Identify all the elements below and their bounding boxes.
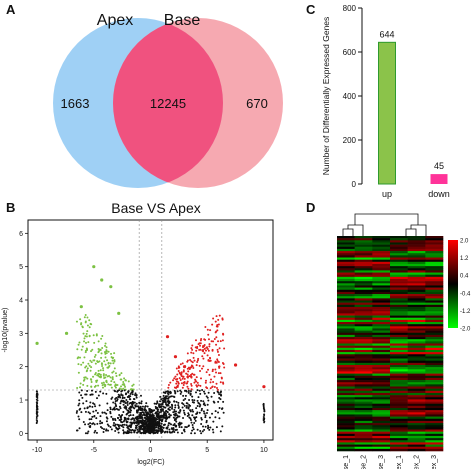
heatmap-color-legend xyxy=(448,240,458,328)
heatmap-column-label: Apex_2 xyxy=(414,455,421,469)
volcano-point xyxy=(117,311,121,315)
heatmap-column-label: Base_1 xyxy=(343,455,350,469)
volcano-title: Base VS Apex xyxy=(111,200,201,216)
volcano-y-tick-label: 6 xyxy=(19,231,23,238)
volcano-background-points xyxy=(35,313,266,435)
volcano-point xyxy=(92,265,96,269)
venn-apex-label: Apex xyxy=(97,12,133,29)
heatmap-column-label: Apex_3 xyxy=(431,455,438,469)
bar-marks: 644 up 45 down xyxy=(378,29,450,199)
venn-intersection xyxy=(113,18,223,188)
bar-category-label: down xyxy=(428,189,450,199)
volcano-xlabel: log2(FC) xyxy=(137,459,164,466)
volcano-x-tick-label: -5 xyxy=(91,447,97,454)
heatmap-column-label: Base_2 xyxy=(361,455,368,469)
bar-y-tick-label: 600 xyxy=(343,48,357,57)
heatmap-dendrogram xyxy=(342,213,427,236)
bar-y-tick-label: 0 xyxy=(352,180,357,189)
volcano-y-tick-label: 0 xyxy=(19,431,23,438)
volcano-x-tick-label: 5 xyxy=(205,447,209,454)
heatmap-cells xyxy=(337,236,444,452)
volcano-y-tick-label: 2 xyxy=(19,364,23,371)
heatmap-legend-tick-label: 2.0 xyxy=(460,239,469,245)
venn-apex-only-count: 1663 xyxy=(61,96,90,111)
volcano-x-tick-label: -10 xyxy=(32,447,42,454)
volcano-point xyxy=(262,385,266,389)
volcano-x-ticks: -10 -5 0 5 10 xyxy=(32,440,268,454)
venn-panel: Apex Base 1663 12245 670 xyxy=(20,0,300,200)
panel-label-c: C xyxy=(306,2,316,17)
panel-label-d: D xyxy=(306,200,316,215)
volcano-point xyxy=(100,278,104,282)
bar-y-tick-label: 400 xyxy=(343,92,357,101)
volcano-highlight-points xyxy=(35,265,266,389)
volcano-point xyxy=(109,285,113,289)
volcano-y-ticks: 0 1 2 3 4 5 6 xyxy=(19,231,28,438)
volcano-point xyxy=(35,341,39,345)
heatmap-panel: Base_1 Base_2 Base_3 Apex_1 Apex_2 Apex_3 2.0… xyxy=(305,200,474,474)
bar-ylabel: Number of Differentially Expressed Genes xyxy=(321,17,331,176)
venn-base-only-count: 670 xyxy=(246,96,268,111)
volcano-point xyxy=(173,355,178,359)
panel-label-b: B xyxy=(6,200,16,215)
volcano-x-tick-label: 10 xyxy=(260,447,268,454)
volcano-point xyxy=(79,305,83,309)
heatmap-legend-ticks: 2.0 1.2 0.4 -0.4 -1.2 -2.0 xyxy=(460,239,471,333)
volcano-x-tick-label: 0 xyxy=(149,447,153,454)
bar-up xyxy=(378,41,396,185)
volcano-thresholds xyxy=(28,220,273,440)
venn-svg: Apex Base 1663 12245 670 xyxy=(53,12,283,188)
heatmap-column-labels: Base_1 Base_2 Base_3 Apex_1 Apex_2 Apex_3 xyxy=(343,455,438,474)
bar-chart-svg: Number of Differentially Expressed Genes… xyxy=(321,4,450,199)
heatmap-legend-tick-label: -0.4 xyxy=(460,291,471,297)
venn-intersection-count: 12245 xyxy=(150,96,186,111)
heatmap-column-label: Base_3 xyxy=(378,455,385,469)
bar-value-label: 45 xyxy=(434,161,444,171)
heatmap-legend-tick-label: 1.2 xyxy=(460,256,469,262)
volcano-y-tick-label: 1 xyxy=(19,398,23,405)
heatmap-legend-tick-label: -1.2 xyxy=(460,309,471,315)
bar-category-label: up xyxy=(382,189,392,199)
volcano-y-tick-label: 5 xyxy=(19,264,23,271)
volcano-point xyxy=(64,331,69,335)
bar-y-tick-label: 200 xyxy=(343,136,357,145)
bar-panel: Number of Differentially Expressed Genes… xyxy=(312,0,474,205)
bar-down xyxy=(430,174,448,184)
volcano-ylabel: -log10(pvalue) xyxy=(2,308,9,353)
heatmap-svg: Base_1 Base_2 Base_3 Apex_1 Apex_2 Apex_3 2.0… xyxy=(337,213,471,474)
venn-base-label: Base xyxy=(164,12,201,29)
volcano-point xyxy=(233,363,238,367)
volcano-y-tick-label: 4 xyxy=(19,298,23,305)
volcano-plot-frame xyxy=(27,219,274,441)
heatmap-legend-tick-label: -2.0 xyxy=(460,327,471,333)
volcano-y-tick-label: 3 xyxy=(19,331,23,338)
bar-y-tick-label: 800 xyxy=(343,4,357,13)
heatmap-legend-tick-label: 0.4 xyxy=(460,274,469,280)
heatmap-column-label: Apex_1 xyxy=(396,455,403,469)
bar-y-ticks: 0 200 400 600 800 xyxy=(343,4,362,189)
bar-value-label: 644 xyxy=(379,29,394,39)
volcano-point xyxy=(165,335,170,339)
panel-label-a: A xyxy=(6,2,16,17)
volcano-point xyxy=(182,365,187,369)
